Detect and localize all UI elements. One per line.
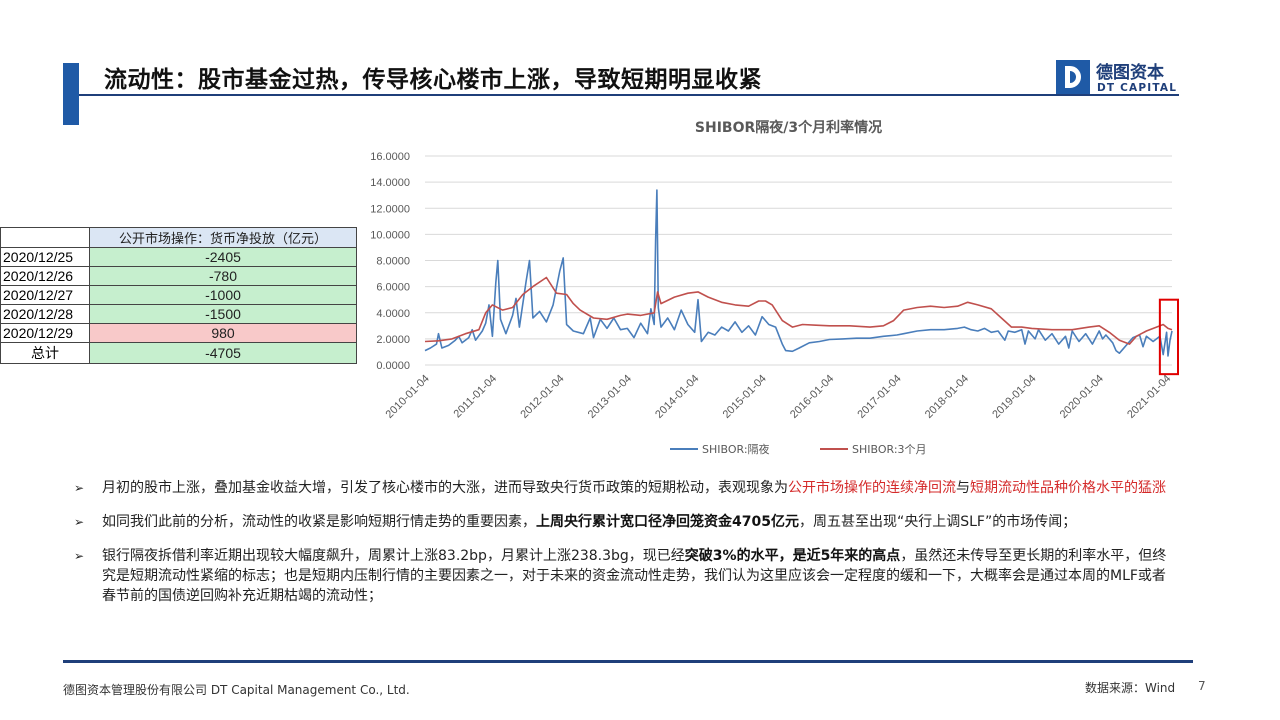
highlight-box (1158, 298, 1180, 376)
bullet-text: 如同我们此前的分析，流动性的收紧是影响短期行情走势的重要因素， (102, 514, 536, 530)
bullet-arrow-icon: ➢ (74, 549, 85, 563)
highlight-red-text: 短期流动性品种价格水平的猛涨 (970, 480, 1166, 496)
table-header-row: 公开市场操作：货币净投放（亿元） (0, 227, 357, 248)
company-logo: 德图资本 DT CAPITAL (1056, 60, 1180, 96)
title-divider (79, 94, 1179, 96)
x-tick-label: 2017-01-04 (855, 373, 903, 421)
table-row: 2020/12/28 -1500 (0, 304, 357, 324)
bullet-arrow-icon: ➢ (74, 481, 85, 495)
bullet-item: ➢ 银行隔夜拆借利率近期出现较大幅度飙升，周累计上涨83.2bp，月累计上涨238… (74, 546, 1174, 606)
x-tick-label: 2019-01-04 (990, 373, 1038, 421)
row-date: 2020/12/29 (0, 323, 90, 343)
x-tick-label: 2016-01-04 (788, 373, 836, 421)
bullet-text: 与 (956, 480, 970, 496)
series-line (424, 189, 1173, 357)
row-date: 2020/12/28 (0, 304, 90, 324)
logo-d-icon (1056, 60, 1090, 94)
y-tick-label: 4.0000 (376, 308, 410, 320)
row-value: 980 (89, 323, 357, 343)
y-tick-label: 2.0000 (376, 334, 410, 346)
bullet-list: ➢ 月初的股市上涨，叠加基金收益大增，引发了核心楼市的大涨，进而导致央行货币政策的… (74, 478, 1174, 620)
bullet-text: 银行隔夜拆借利率近期出现较大幅度飙升，周累计上涨83.2bp，月累计上涨238.… (102, 548, 685, 564)
row-value: -1500 (89, 304, 357, 324)
x-tick-label: 2014-01-04 (653, 373, 701, 421)
highlight-red-text: 公开市场操作的连续净回流 (788, 480, 956, 496)
shibor-chart: SHIBOR隔夜/3个月利率情况 0.0000 2.0000 4.0000 6.0000… (370, 119, 1180, 456)
y-tick-label: 0.0000 (376, 360, 410, 372)
page-number: 7 (1198, 679, 1206, 693)
table-header-empty (0, 227, 90, 248)
bullet-text: ，虽然还未传导至更长期的利率水平，但终究是短期流动性紧缩的标志；也是短期内压制行… (102, 548, 1167, 604)
logo-text-cn: 德图资本 (1096, 63, 1164, 83)
table-row: 2020/12/27 -1000 (0, 285, 357, 305)
row-value: -780 (89, 266, 357, 286)
legend-label: SHIBOR:3个月 (852, 443, 927, 456)
x-tick-label: 2011-01-04 (452, 373, 500, 421)
y-tick-label: 12.0000 (370, 203, 410, 215)
row-date: 2020/12/26 (0, 266, 90, 286)
x-tick-label: 2020-01-04 (1058, 373, 1106, 421)
chart-title: SHIBOR隔夜/3个月利率情况 (695, 119, 882, 136)
x-tick-label: 2013-01-04 (586, 373, 634, 421)
slide-title: 流动性：股市基金过热，传导核心楼市上涨，导致短期明显收紧 (104, 67, 762, 93)
total-label: 总计 (0, 342, 90, 364)
legend-label: SHIBOR:隔夜 (702, 442, 770, 456)
table-row: 2020/12/29 980 (0, 323, 357, 343)
title-accent-bar (63, 63, 79, 125)
row-value: -2405 (89, 247, 357, 267)
x-tick-label: 2012-01-04 (518, 373, 566, 421)
total-value: -4705 (89, 342, 357, 364)
x-tick-label: 2021-01-04 (1125, 373, 1173, 421)
table-header: 公开市场操作：货币净投放（亿元） (89, 227, 357, 248)
y-tick-label: 8.0000 (376, 256, 410, 268)
x-tick-label: 2018-01-04 (923, 373, 971, 421)
bullet-arrow-icon: ➢ (74, 515, 85, 529)
highlight-bold-text: 突破3%的水平，是近5年来的高点 (684, 548, 901, 564)
footer-divider (63, 660, 1193, 663)
y-tick-label: 10.0000 (370, 229, 410, 241)
bullet-text: 月初的股市上涨，叠加基金收益大增，引发了核心楼市的大涨，进而导致央行货币政策的短… (102, 480, 788, 496)
y-tick-label: 16.0000 (370, 151, 410, 163)
logo-text-en: DT CAPITAL (1097, 82, 1178, 94)
y-tick-label: 14.0000 (370, 177, 410, 189)
table-row: 2020/12/26 -780 (0, 266, 357, 286)
highlight-bold-text: 上周央行累计宽口径净回笼资金4705亿元 (536, 514, 799, 530)
bullet-item: ➢ 如同我们此前的分析，流动性的收紧是影响短期行情走势的重要因素，上周央行累计宽口… (74, 512, 1174, 532)
y-tick-label: 6.0000 (376, 282, 410, 294)
table-row: 2020/12/25 -2405 (0, 247, 357, 267)
bullet-item: ➢ 月初的股市上涨，叠加基金收益大增，引发了核心楼市的大涨，进而导致央行货币政策的… (74, 478, 1174, 498)
footer-source: 数据来源：Wind (1085, 681, 1176, 695)
x-tick-label: 2010-01-04 (384, 373, 432, 421)
row-date: 2020/12/25 (0, 247, 90, 267)
x-tick-label: 2015-01-04 (721, 373, 769, 421)
row-date: 2020/12/27 (0, 285, 90, 305)
footer-company: 德图资本管理股份有限公司 DT Capital Management Co., … (63, 683, 410, 697)
row-value: -1000 (89, 285, 357, 305)
open-market-table: 公开市场操作：货币净投放（亿元） 2020/12/25 -2405 2020/1… (0, 227, 357, 364)
bullet-text: ，周五甚至出现“央行上调SLF”的市场传闻； (798, 514, 1077, 530)
series-line (424, 276, 1173, 345)
table-total-row: 总计 -4705 (0, 342, 357, 364)
